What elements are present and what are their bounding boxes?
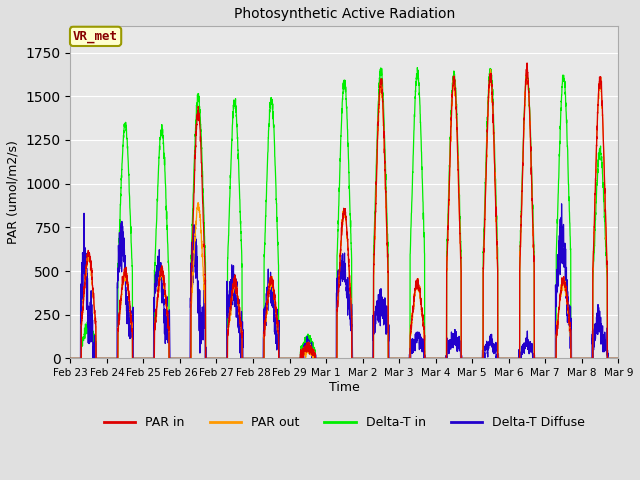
Y-axis label: PAR (umol/m2/s): PAR (umol/m2/s) xyxy=(7,141,20,244)
Text: VR_met: VR_met xyxy=(73,30,118,43)
X-axis label: Time: Time xyxy=(329,381,360,394)
Title: Photosynthetic Active Radiation: Photosynthetic Active Radiation xyxy=(234,7,455,21)
Legend: PAR in, PAR out, Delta-T in, Delta-T Diffuse: PAR in, PAR out, Delta-T in, Delta-T Dif… xyxy=(99,411,589,434)
